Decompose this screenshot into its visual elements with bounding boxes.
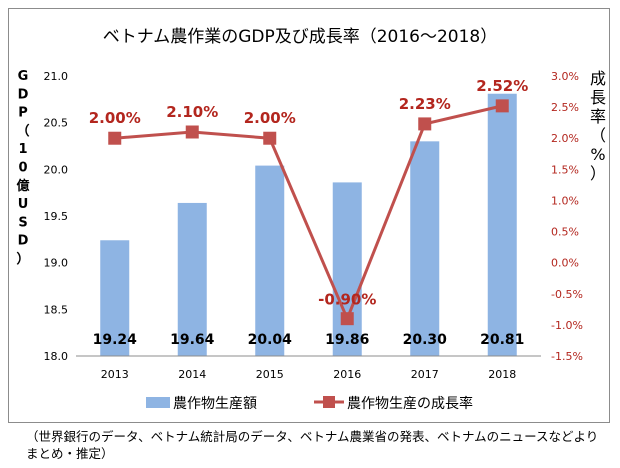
y-right-tick-label: -1.0% (551, 319, 583, 332)
y-left-axis-title-char: D (18, 234, 29, 249)
bar-2017 (410, 141, 440, 356)
growth-value-label: 2.23% (399, 95, 451, 113)
bar-2016 (332, 182, 362, 356)
y-left-axis-title-char: （ (16, 123, 29, 139)
y-left-axis-title-char: ） (16, 251, 29, 267)
growth-value-label: 2.52% (476, 77, 528, 95)
legend-line-label: 農作物生産の成長率 (347, 395, 473, 412)
growth-value-label: 2.00% (244, 109, 296, 127)
chart-title: ベトナム農作業のGDP及び成長率（2016～2018） (103, 27, 498, 47)
y-left-tick-label: 18.0 (44, 350, 69, 363)
x-tick-label: 2018 (488, 368, 516, 381)
y-left-tick-label: 20.5 (44, 117, 69, 130)
growth-value-label: 2.10% (166, 103, 218, 121)
y-right-axis-title-char: % (590, 145, 605, 164)
x-tick-label: 2014 (178, 368, 206, 381)
growth-point-2017 (418, 117, 432, 131)
y-right-axis-title-char: 率 (590, 107, 606, 126)
y-left-axis-title-char: 1 (18, 142, 27, 157)
x-tick-label: 2017 (411, 368, 439, 381)
y-right-tick-label: 0.5% (551, 226, 579, 239)
bar-value-label: 20.04 (248, 332, 293, 348)
y-right-tick-label: -0.5% (551, 288, 583, 301)
bar-2013 (100, 240, 130, 356)
y-left-axis-title-char: S (18, 215, 27, 230)
x-tick-label: 2016 (333, 368, 361, 381)
x-tick-label: 2015 (256, 368, 284, 381)
bar-2018 (487, 93, 517, 356)
growth-point-2014 (185, 125, 199, 139)
y-left-tick-label: 20.0 (44, 163, 69, 176)
y-left-tick-label: 19.5 (44, 210, 69, 223)
x-tick-label: 2013 (101, 368, 129, 381)
y-left-axis-title-char: 0 (18, 161, 27, 176)
y-right-axis-title-char: 成 (590, 69, 606, 88)
growth-point-2015 (263, 131, 277, 145)
growth-rate-line (114, 104, 503, 323)
y-left-tick-label: 18.5 (44, 303, 69, 316)
y-left-axis-title-char: P (18, 106, 28, 121)
y-right-tick-label: 2.5% (551, 101, 579, 114)
growth-value-label: -0.90% (318, 291, 376, 309)
bar-value-label: 19.24 (93, 332, 138, 348)
y-right-tick-label: 3.0% (551, 70, 579, 83)
y-right-axis-title-char: ） (590, 164, 606, 183)
growth-point-2013 (108, 131, 122, 145)
y-left-axis-title-char: 億 (16, 178, 29, 194)
bar-value-label: 19.86 (325, 332, 369, 348)
y-left-axis-title-char: D (18, 87, 29, 102)
y-right-tick-label: -1.5% (551, 350, 583, 363)
bar-value-label: 20.81 (480, 332, 524, 348)
bar-2014 (177, 202, 207, 356)
y-left-axis-title-char: U (18, 197, 29, 212)
growth-point-2018 (495, 99, 509, 113)
y-right-axis-title-char: 長 (590, 88, 606, 107)
legend: 農作物生産額 農作物生産の成長率 (146, 395, 473, 412)
source-note: （世界銀行のデータ、ベトナム統計局のデータ、ベトナム農業省の発表、ベトナムのニュ… (26, 429, 599, 461)
y-left-tick-label: 19.0 (44, 257, 69, 270)
bar-2015 (255, 165, 285, 356)
bar-value-label: 19.64 (170, 332, 215, 348)
y-right-tick-label: 1.0% (551, 194, 579, 207)
y-left-axis-title-char: G (18, 69, 29, 84)
growth-point-2016 (340, 312, 354, 326)
y-right-tick-label: 0.0% (551, 257, 579, 270)
y-right-tick-label: 2.0% (551, 132, 579, 145)
legend-bar-swatch (146, 397, 170, 408)
growth-value-label: 2.00% (89, 109, 141, 127)
y-left-tick-label: 21.0 (44, 70, 69, 83)
y-right-axis-title-char: （ (590, 126, 606, 145)
legend-bar-label: 農作物生産額 (173, 396, 257, 412)
y-right-tick-label: 1.5% (551, 163, 579, 176)
legend-line-marker (323, 396, 335, 408)
bar-value-label: 20.30 (403, 332, 448, 348)
